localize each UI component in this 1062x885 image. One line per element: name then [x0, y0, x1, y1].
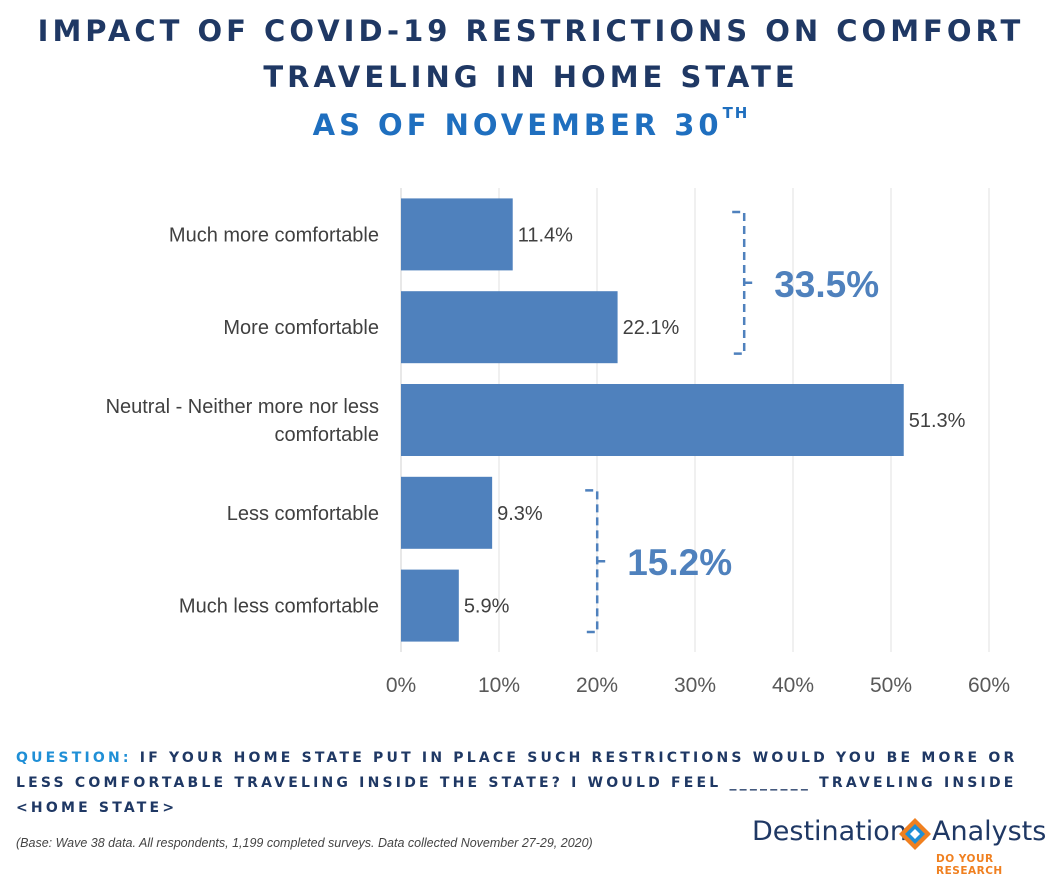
question-label: QUESTION:: [16, 750, 132, 766]
category-label-line: Much more comfortable: [169, 224, 379, 246]
chart-title-line-1: IMPACT OF COVID-19 RESTRICTIONS ON COMFO…: [37, 14, 1025, 48]
bar-chart: 0% 10% 20% 30% 40% 50% 60% 11.4% Much more comfo…: [106, 188, 1010, 697]
bar-4: [401, 569, 459, 642]
bracket-total-label-0: 33.5%: [774, 264, 879, 305]
category-label-2: Neutral - Neither more nor less comfortab…: [106, 396, 379, 446]
diamond-logo-icon: [899, 818, 931, 850]
bracket-1: [585, 489, 610, 634]
value-label-0: 11.4%: [518, 224, 573, 246]
category-label-0: Much more comfortable: [169, 224, 379, 246]
category-label-1: More comfortable: [223, 317, 379, 339]
logo-word-left: Destination: [752, 816, 907, 847]
category-label-4: Much less comfortable: [179, 596, 379, 618]
logo-word-right: Analysts: [932, 816, 1047, 847]
chart-title-line-2: TRAVELING IN HOME STATE: [263, 60, 799, 94]
category-label-line: More comfortable: [223, 317, 379, 339]
chart-subtitle: AS OF NOVEMBER 30TH: [0, 104, 1062, 142]
bar-1: [401, 291, 618, 364]
category-label-line: comfortable: [275, 424, 380, 446]
bar-2: [401, 384, 904, 456]
x-tick-label-1: 10%: [478, 674, 520, 697]
x-tick-label-2: 20%: [576, 674, 618, 697]
category-label-line: Neutral - Neither more nor less: [106, 396, 379, 418]
subtitle-superscript: TH: [722, 104, 750, 122]
bracket-total-label-1: 15.2%: [627, 542, 732, 583]
value-label-3: 9.3%: [497, 503, 543, 525]
value-label-1: 22.1%: [623, 317, 680, 339]
x-tick-label-5: 50%: [870, 674, 912, 697]
x-tick-label-3: 30%: [674, 674, 716, 697]
x-tick-label-4: 40%: [772, 674, 814, 697]
bar-3: [401, 476, 493, 549]
x-tick-label-6: 60%: [968, 674, 1010, 697]
logo-tagline: DO YOUR RESEARCH: [936, 853, 1003, 877]
category-label-line: Much less comfortable: [179, 596, 379, 618]
destination-analysts-logo: Destination Analysts DO YOUR RESEARCH: [752, 814, 1052, 877]
bracket-0: [732, 210, 757, 355]
subtitle-text: AS OF NOVEMBER 30: [312, 108, 723, 142]
x-tick-label-0: 0%: [386, 674, 416, 697]
survey-question: QUESTION: IF YOUR HOME STATE PUT IN PLAC…: [16, 746, 1056, 821]
base-note: (Base: Wave 38 data. All respondents, 1,…: [16, 836, 593, 850]
category-label-3: Less comfortable: [227, 503, 379, 525]
value-label-4: 5.9%: [464, 596, 510, 618]
question-text: IF YOUR HOME STATE PUT IN PLACE SUCH RES…: [16, 750, 1018, 816]
category-label-line: Less comfortable: [227, 503, 379, 525]
bar-0: [401, 198, 513, 271]
value-label-2: 51.3%: [909, 410, 966, 432]
